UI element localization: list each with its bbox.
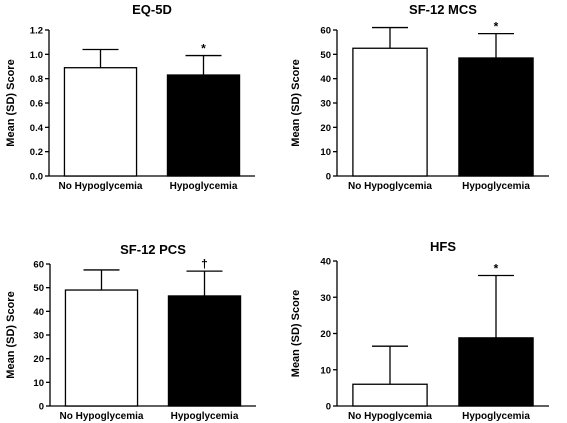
bar-hypoglycemia xyxy=(166,74,241,177)
y-tick-label: 60 xyxy=(320,26,331,37)
y-axis-label: Mean (SD) Score xyxy=(5,291,17,378)
x-category-label: Hypoglycemia xyxy=(462,411,530,422)
y-tick-label: 1.2 xyxy=(30,26,43,37)
y-tick-label: 0.8 xyxy=(30,74,43,85)
chart-title: EQ-5D xyxy=(132,2,172,17)
y-axis-label: Mean (SD) Score xyxy=(290,59,302,146)
chart-title: HFS xyxy=(430,239,456,254)
y-tick-label: 20 xyxy=(320,123,331,134)
y-tick-label: 10 xyxy=(320,365,331,376)
y-tick-label: 30 xyxy=(320,293,331,304)
y-tick-label: 10 xyxy=(33,378,44,389)
chart-panel-4: HFS Mean (SD) Score 0 10 20 30 40 No Hypoglycem… xyxy=(290,239,549,422)
x-category-label: Hypoglycemia xyxy=(462,181,530,192)
chart-panel-3: SF-12 PCS Mean (SD) Score 0 10 20 30 40 50 60 No … xyxy=(5,242,256,422)
y-tick-label: 40 xyxy=(320,74,331,85)
chart-panel-2: SF-12 MCS Mean (SD) Score 0 10 20 30 40 50 60 No … xyxy=(290,2,549,192)
significance-marker: * xyxy=(494,262,499,276)
y-tick-label: 30 xyxy=(33,331,44,342)
y-tick-label: 0.6 xyxy=(30,99,43,110)
x-category-label: No Hypoglycemia xyxy=(348,181,432,192)
y-tick-label: 30 xyxy=(320,99,331,110)
y-tick-label: 20 xyxy=(33,354,44,365)
significance-marker: * xyxy=(494,20,499,34)
x-category-label: Hypoglycemia xyxy=(170,181,238,192)
y-tick-label: 1.0 xyxy=(30,50,43,61)
significance-marker: * xyxy=(201,42,206,56)
y-tick-label: 60 xyxy=(33,260,44,271)
bar-no-hypoglycemia xyxy=(352,383,428,407)
y-tick-label: 40 xyxy=(33,307,44,318)
y-tick-label: 0 xyxy=(326,402,331,413)
y-tick-label: 20 xyxy=(320,329,331,340)
y-tick-label: 0 xyxy=(39,402,44,413)
y-axis-label: Mean (SD) Score xyxy=(290,290,302,377)
bar-hypoglycemia xyxy=(458,57,534,177)
y-tick-label: 40 xyxy=(320,257,331,268)
bar-no-hypoglycemia xyxy=(352,47,428,177)
chart-title: SF-12 MCS xyxy=(409,2,477,17)
significance-marker: † xyxy=(201,257,208,271)
x-category-label: Hypoglycemia xyxy=(171,411,239,422)
y-tick-label: 0.4 xyxy=(30,123,44,134)
bar-no-hypoglycemia xyxy=(63,67,138,177)
x-category-label: No Hypoglycemia xyxy=(60,411,144,422)
y-tick-label: 0 xyxy=(326,172,331,183)
bar-hypoglycemia xyxy=(458,337,534,407)
bar-hypoglycemia xyxy=(167,295,242,407)
chart-panel-1: EQ-5D Mean (SD) Score 0.0 0.2 0.4 0.6 0.8 1.0 1.… xyxy=(5,2,255,192)
y-tick-label: 50 xyxy=(320,50,331,61)
y-axis-label: Mean (SD) Score xyxy=(5,59,17,146)
y-tick-label: 10 xyxy=(320,147,331,158)
y-tick-label: 0.2 xyxy=(30,147,43,158)
chart-title: SF-12 PCS xyxy=(120,242,186,257)
bar-no-hypoglycemia xyxy=(64,289,139,407)
y-tick-label: 0.0 xyxy=(30,172,43,183)
y-tick-label: 50 xyxy=(33,283,44,294)
x-category-label: No Hypoglycemia xyxy=(348,411,432,422)
x-category-label: No Hypoglycemia xyxy=(59,181,143,192)
